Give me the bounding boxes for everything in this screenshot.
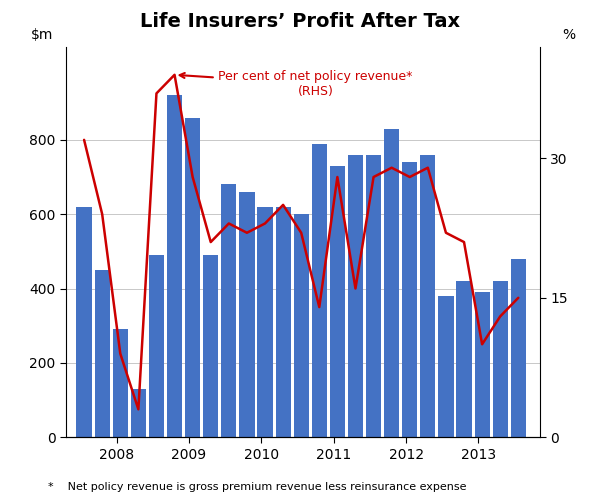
Bar — [439, 296, 454, 437]
Bar — [185, 118, 200, 437]
Text: Life Insurers’ Profit After Tax: Life Insurers’ Profit After Tax — [140, 12, 460, 31]
Bar — [239, 192, 254, 437]
Bar — [420, 155, 436, 437]
Bar — [203, 255, 218, 437]
Bar — [149, 255, 164, 437]
Bar — [475, 292, 490, 437]
Bar — [167, 95, 182, 437]
Bar — [131, 389, 146, 437]
Text: *    Net policy revenue is gross premium revenue less reinsurance expense: * Net policy revenue is gross premium re… — [48, 482, 467, 492]
Bar — [275, 207, 290, 437]
Bar — [493, 281, 508, 437]
Bar — [511, 259, 526, 437]
Bar — [366, 155, 381, 437]
Bar — [95, 270, 110, 437]
Bar — [257, 207, 272, 437]
Bar — [293, 214, 309, 437]
Text: Per cent of net policy revenue*
(RHS): Per cent of net policy revenue* (RHS) — [179, 70, 413, 98]
Text: $m: $m — [31, 28, 53, 42]
Bar — [384, 129, 399, 437]
Bar — [76, 207, 92, 437]
Bar — [457, 281, 472, 437]
Bar — [330, 166, 345, 437]
Bar — [311, 144, 327, 437]
Bar — [348, 155, 363, 437]
Bar — [402, 162, 418, 437]
Bar — [221, 184, 236, 437]
Bar — [113, 329, 128, 437]
Text: %: % — [562, 28, 575, 42]
